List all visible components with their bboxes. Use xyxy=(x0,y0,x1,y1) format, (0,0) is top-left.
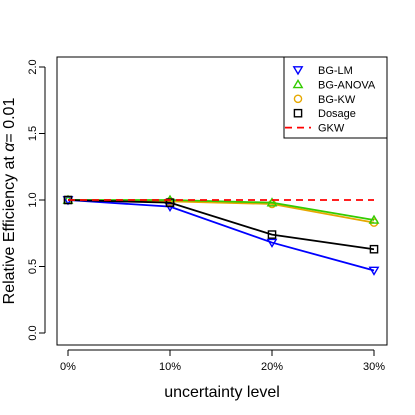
legend-swatch-bg-anova xyxy=(292,79,304,89)
y-axis: 0.0 0.5 1.0 1.5 2.0 xyxy=(27,59,46,341)
plot-frame xyxy=(56,56,388,346)
data-point-bg-anova xyxy=(368,214,380,224)
y-tick-label: 2.0 xyxy=(27,59,39,74)
y-tick-label: 1.0 xyxy=(27,192,39,207)
legend-swatch-dosage xyxy=(293,108,303,118)
series-line-dosage xyxy=(67,199,375,251)
data-point-dosage xyxy=(165,198,175,207)
legend-item-gkw: GKW xyxy=(285,123,345,135)
legend-item-bg-anova: BG-ANOVA xyxy=(292,79,376,91)
series-bg-lm xyxy=(62,196,380,276)
y-axis-title-prefix: Relative Efficiency at xyxy=(1,152,18,305)
legend-item-dosage: Dosage xyxy=(293,108,356,120)
legend-label-bg-anova: BG-ANOVA xyxy=(318,79,376,91)
legend-label-dosage: Dosage xyxy=(318,108,356,120)
x-axis: 0% 10% 20% 30% xyxy=(60,349,385,373)
data-point-dosage xyxy=(369,244,379,254)
data-point-bg-lm xyxy=(266,238,278,248)
legend-label-bg-lm: BG-LM xyxy=(318,65,353,77)
data-point-bg-anova xyxy=(266,197,278,207)
series-layer xyxy=(62,194,380,276)
x-tick-label: 0% xyxy=(60,361,76,373)
legend-item-bg-lm: BG-LM xyxy=(292,65,353,77)
data-point-dosage xyxy=(267,230,277,239)
x-axis-title: uncertainty level xyxy=(164,384,280,401)
x-tick-label: 20% xyxy=(261,361,283,373)
y-tick-label: 0.5 xyxy=(27,259,39,274)
data-point-bg-lm xyxy=(368,266,380,276)
series-dosage xyxy=(63,195,379,254)
legend: BG-LM BG-ANOVA BG-KW Dosage GKW xyxy=(283,56,388,139)
x-tick-label: 30% xyxy=(363,361,385,373)
y-axis-title-suffix: = 0.01 xyxy=(1,98,18,143)
legend-item-bg-kw: BG-KW xyxy=(293,94,356,106)
legend-label-bg-kw: BG-KW xyxy=(318,94,356,106)
x-tick-label: 10% xyxy=(159,361,181,373)
y-axis-title: Relative Efficiency at α= 0.01 xyxy=(1,98,18,305)
series-line-bg-lm xyxy=(67,199,375,272)
y-tick-label: 0.0 xyxy=(27,325,39,340)
y-axis-title-alpha: α xyxy=(1,142,18,152)
y-tick-label: 1.5 xyxy=(27,126,39,141)
legend-swatch-bg-kw xyxy=(293,94,303,104)
legend-swatch-bg-lm xyxy=(292,66,304,76)
legend-label-gkw: GKW xyxy=(318,123,345,135)
